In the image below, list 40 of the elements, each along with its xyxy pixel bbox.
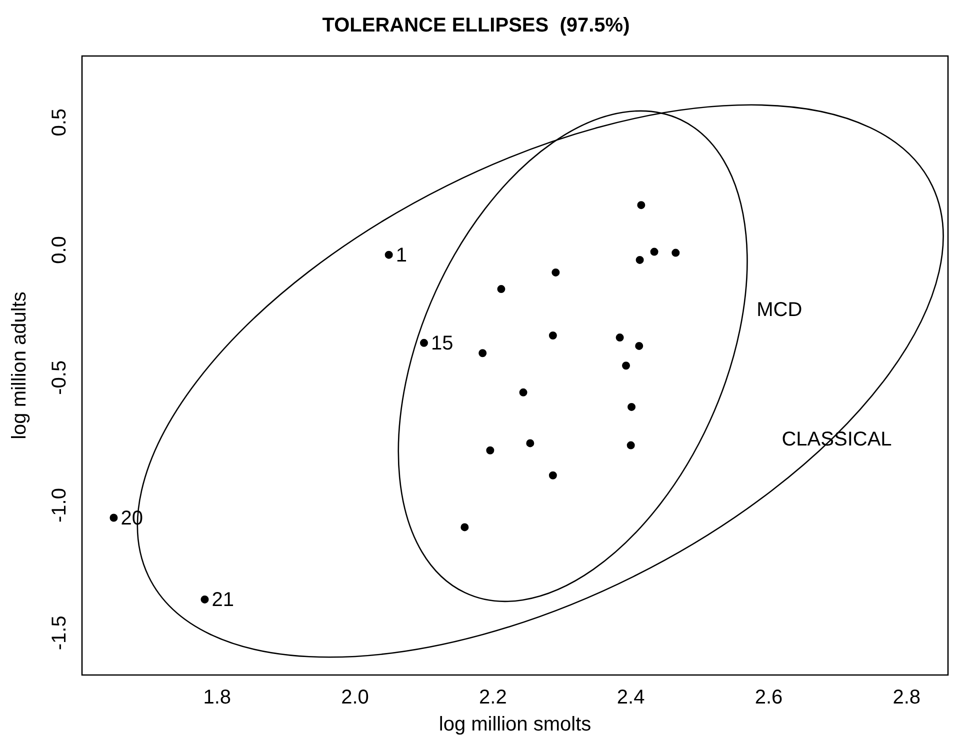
y-tick-label: 0.5 xyxy=(48,108,71,136)
point xyxy=(628,402,636,411)
x-tick-label: 1.8 xyxy=(203,686,232,709)
point xyxy=(384,250,393,259)
point xyxy=(497,285,506,294)
x-tick-label: 2.0 xyxy=(341,686,369,709)
point xyxy=(672,248,680,257)
point xyxy=(486,446,494,454)
point xyxy=(110,514,118,522)
point xyxy=(637,201,646,210)
y-tick-label: -1.5 xyxy=(48,616,71,650)
annotation: 15 xyxy=(430,332,454,354)
y-tick-label: -0.5 xyxy=(48,360,71,395)
y-axis-title: log million adults xyxy=(8,292,31,440)
y-tick-label: -1.0 xyxy=(48,488,71,522)
chart-title: TOLERANCE ELLIPSES (97.5%) xyxy=(322,14,630,37)
point xyxy=(548,332,557,340)
y-tick-label: 0.0 xyxy=(48,236,71,264)
point xyxy=(616,334,624,342)
x-tick-label: 2.2 xyxy=(479,686,507,709)
point xyxy=(478,349,487,358)
point xyxy=(635,342,644,350)
point xyxy=(460,523,469,532)
annotation: MCD xyxy=(756,298,802,321)
point xyxy=(548,471,557,480)
x-tick-label: 2.8 xyxy=(892,686,921,709)
point xyxy=(519,388,528,396)
point xyxy=(626,441,635,450)
point xyxy=(526,439,534,448)
point xyxy=(420,338,428,347)
x-axis-title: log million smolts xyxy=(438,714,592,736)
point xyxy=(650,248,658,256)
point xyxy=(200,595,209,604)
point xyxy=(636,256,644,264)
annotation: 1 xyxy=(396,244,407,266)
point xyxy=(552,268,560,276)
x-tick-label: 2.6 xyxy=(754,686,783,709)
point xyxy=(622,362,630,370)
x-tick-label: 2.4 xyxy=(616,686,645,709)
annotation: 21 xyxy=(212,588,234,611)
